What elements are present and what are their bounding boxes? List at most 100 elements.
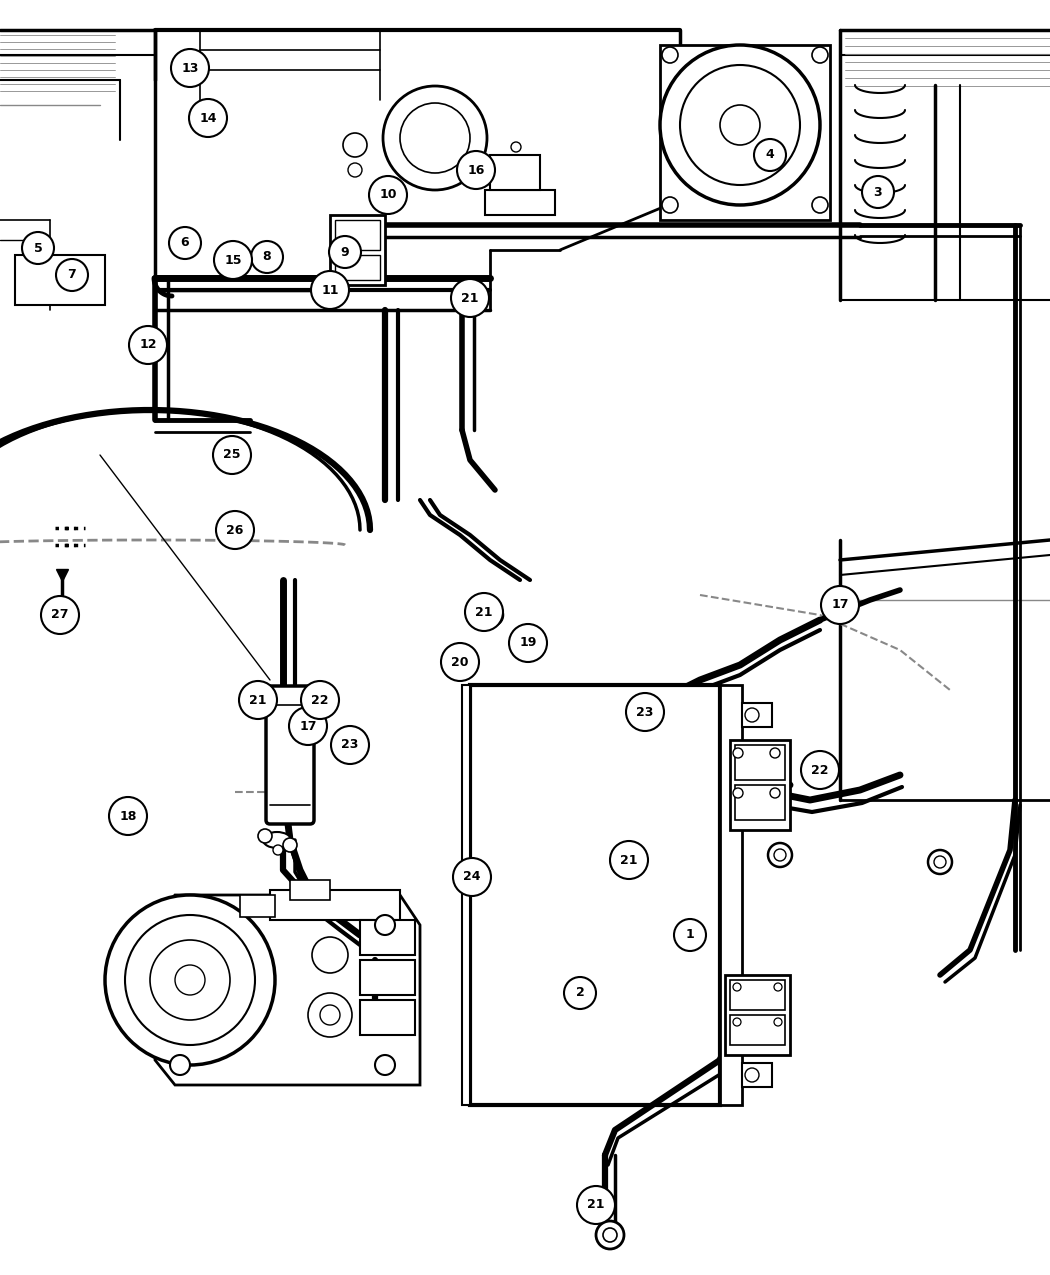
Text: 15: 15 — [225, 254, 242, 266]
Ellipse shape — [262, 833, 291, 848]
Circle shape — [469, 293, 479, 303]
Circle shape — [821, 586, 859, 623]
Circle shape — [56, 259, 88, 291]
Text: 26: 26 — [227, 524, 244, 537]
Text: 8: 8 — [262, 250, 271, 264]
Text: 12: 12 — [140, 338, 156, 352]
Text: 16: 16 — [467, 163, 485, 176]
Circle shape — [301, 681, 339, 719]
Text: 21: 21 — [476, 606, 492, 618]
Circle shape — [862, 176, 894, 208]
Circle shape — [774, 983, 782, 991]
Bar — [270, 890, 400, 921]
Text: 6: 6 — [181, 236, 189, 250]
Text: 21: 21 — [249, 694, 267, 706]
Circle shape — [720, 105, 760, 145]
Text: 21: 21 — [587, 1198, 605, 1211]
Circle shape — [611, 848, 639, 876]
Text: 2: 2 — [575, 987, 585, 1000]
Circle shape — [564, 977, 596, 1009]
Circle shape — [171, 48, 209, 87]
Bar — [730, 740, 790, 830]
Text: 24: 24 — [463, 871, 481, 884]
Text: 23: 23 — [636, 705, 654, 719]
Circle shape — [214, 241, 252, 279]
Circle shape — [618, 856, 632, 870]
Bar — [735, 785, 785, 820]
Text: 21: 21 — [621, 853, 637, 867]
Circle shape — [150, 940, 230, 1020]
Circle shape — [109, 797, 147, 835]
Circle shape — [934, 856, 946, 868]
Bar — [485, 190, 555, 215]
Text: 1: 1 — [686, 928, 694, 941]
Circle shape — [603, 1228, 617, 1242]
Bar — [742, 1063, 772, 1088]
Bar — [720, 685, 742, 1105]
Text: 3: 3 — [874, 185, 882, 199]
Circle shape — [626, 694, 664, 731]
Text: 17: 17 — [832, 598, 848, 612]
Circle shape — [441, 643, 479, 681]
Circle shape — [129, 326, 167, 363]
Bar — [360, 960, 415, 995]
Circle shape — [754, 139, 786, 171]
Circle shape — [801, 751, 839, 789]
Text: 14: 14 — [200, 111, 216, 125]
Circle shape — [746, 708, 759, 722]
Circle shape — [125, 915, 255, 1046]
Circle shape — [41, 595, 79, 634]
Circle shape — [375, 915, 395, 935]
Circle shape — [169, 227, 201, 259]
Bar — [240, 895, 275, 917]
Text: 20: 20 — [452, 655, 468, 668]
Circle shape — [251, 241, 284, 273]
Circle shape — [733, 788, 743, 798]
Circle shape — [331, 725, 369, 764]
Text: 19: 19 — [520, 636, 537, 649]
Circle shape — [348, 163, 362, 177]
Circle shape — [170, 1054, 190, 1075]
Polygon shape — [155, 895, 420, 1085]
Text: 11: 11 — [321, 283, 339, 297]
Text: 5: 5 — [34, 241, 42, 255]
Bar — [360, 921, 415, 955]
Circle shape — [770, 788, 780, 798]
Circle shape — [812, 198, 828, 213]
Circle shape — [22, 232, 54, 264]
Bar — [490, 156, 540, 190]
Circle shape — [457, 150, 495, 189]
Circle shape — [375, 1054, 395, 1075]
Circle shape — [343, 133, 368, 157]
Circle shape — [400, 103, 470, 173]
Bar — [742, 703, 772, 727]
Bar — [730, 980, 785, 1010]
Circle shape — [311, 272, 349, 309]
Circle shape — [105, 895, 275, 1065]
Text: 22: 22 — [311, 694, 329, 706]
Circle shape — [213, 436, 251, 474]
Text: 27: 27 — [51, 608, 68, 621]
Circle shape — [175, 965, 205, 994]
Bar — [290, 880, 330, 900]
Bar — [660, 45, 830, 221]
Circle shape — [383, 85, 487, 190]
Text: 23: 23 — [341, 738, 359, 751]
Text: 25: 25 — [224, 449, 240, 462]
FancyBboxPatch shape — [266, 686, 314, 824]
Bar — [462, 685, 470, 1105]
Circle shape — [596, 1221, 624, 1250]
Circle shape — [258, 829, 272, 843]
Circle shape — [369, 176, 407, 214]
Circle shape — [253, 688, 275, 711]
Circle shape — [312, 937, 348, 973]
Circle shape — [284, 838, 297, 852]
Bar — [335, 255, 380, 280]
Bar — [470, 685, 720, 1105]
Circle shape — [239, 681, 277, 719]
Bar — [724, 975, 790, 1054]
Text: 18: 18 — [120, 810, 136, 822]
Circle shape — [928, 850, 952, 873]
Circle shape — [189, 99, 227, 136]
Circle shape — [254, 688, 274, 708]
